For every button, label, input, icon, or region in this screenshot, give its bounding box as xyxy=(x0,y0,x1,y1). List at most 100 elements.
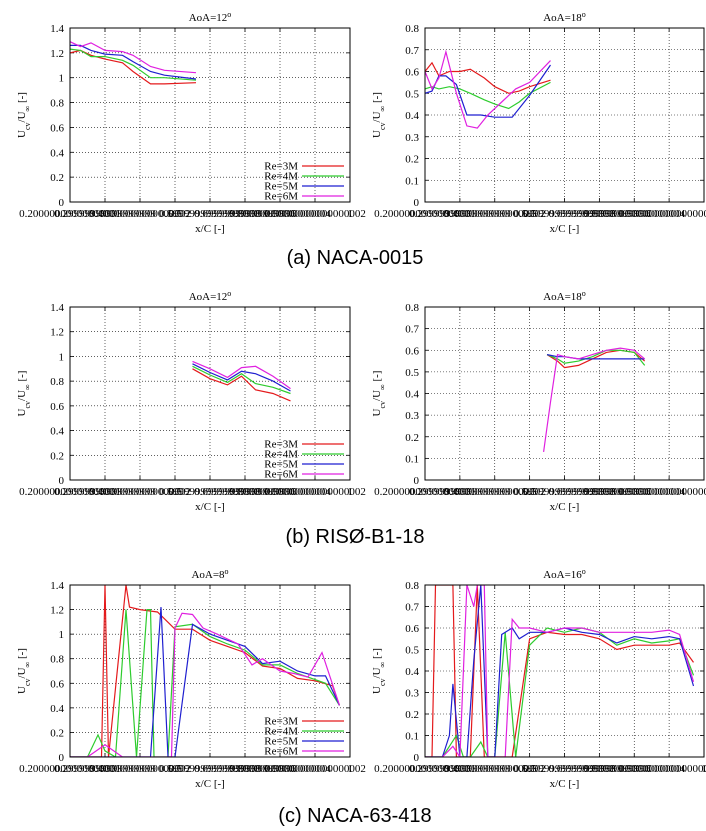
x-tick-label: 0.69999999999999996 xyxy=(194,763,296,775)
y-tick-label: 0.8 xyxy=(50,98,64,110)
series-line-re-3m xyxy=(425,585,694,757)
x-tick-label: 0.80000000000000004 xyxy=(583,486,685,498)
x-tick-label: 0.90000000000000002 xyxy=(264,208,366,220)
y-tick-label: 1.2 xyxy=(50,327,64,339)
y-tick-label: 0.6 xyxy=(405,67,419,79)
y-tick-label: 0.8 xyxy=(405,23,419,35)
y-tick-label: 1.4 xyxy=(50,302,64,314)
plot-frame xyxy=(69,584,351,758)
x-tick-label: 0.29999999999999999 xyxy=(409,486,511,498)
y-tick-label: 0 xyxy=(414,475,420,487)
x-tick-label: 0.5 xyxy=(168,486,182,498)
legend-label: Re=6M xyxy=(264,191,298,203)
y-tick-label: 1 xyxy=(59,73,65,85)
legend-label: Re=6M xyxy=(264,469,298,481)
y-tick-label: 0.1 xyxy=(405,731,419,743)
y-tick-label: 0.4 xyxy=(50,426,64,438)
y-tick-label: 1 xyxy=(59,351,65,363)
y-axis-label: Ucv/U∞ [-] xyxy=(371,371,387,417)
series-group xyxy=(425,585,695,757)
plot-frame xyxy=(424,306,705,481)
y-tick-label: 0.6 xyxy=(405,345,419,357)
y-tick-label: 0 xyxy=(59,475,65,487)
x-tick-label: 0.59999999999999998 xyxy=(159,208,261,220)
y-tick-label: 0.1 xyxy=(405,175,419,187)
x-tick-label: 0.80000000000000004 xyxy=(229,486,331,498)
y-tick-label: 0.5 xyxy=(405,645,419,657)
y-tick-label: 0.2 xyxy=(405,709,419,721)
x-axis-label: x/C [-] xyxy=(195,501,225,513)
x-tick-label: 0.90000000000000002 xyxy=(618,208,706,220)
x-tick-label: 0.20000000000000001 xyxy=(19,208,121,220)
series-line-re-6m xyxy=(425,585,695,757)
y-tick-label: 0.3 xyxy=(405,132,419,144)
series-line-re-4m xyxy=(70,48,197,81)
x-tick-label: 0.69999999999999996 xyxy=(549,208,651,220)
series-line-re-6m xyxy=(70,41,197,74)
y-tick-label: 0 xyxy=(414,197,420,209)
series-line-re-4m xyxy=(192,365,291,395)
series-group xyxy=(543,347,646,452)
series-line-re-6m xyxy=(543,347,646,452)
y-axis-label: Ucv/U∞ [-] xyxy=(371,92,387,138)
y-tick-label: 0.8 xyxy=(405,580,419,592)
y-tick-label: 0.3 xyxy=(405,688,419,700)
series-line-re-5m xyxy=(425,64,551,118)
legend-label: Re=3M xyxy=(264,439,298,451)
x-tick-label: 0.59999999999999998 xyxy=(514,208,616,220)
legend-label: Re=6M xyxy=(264,746,298,758)
legend-label: Re=4M xyxy=(264,171,298,183)
y-tick-label: 0.4 xyxy=(405,666,419,678)
y-tick-label: 0.5 xyxy=(405,367,419,379)
y-tick-label: 0 xyxy=(59,197,65,209)
y-tick-label: 0.4 xyxy=(405,389,419,401)
series-line-re-5m xyxy=(70,44,197,80)
chart-title: AoA=12o xyxy=(189,10,232,25)
series-line-re-3m xyxy=(192,368,291,402)
x-tick-label: 0.40000000000000002 xyxy=(89,486,191,498)
series-line-re-5m xyxy=(70,607,341,757)
y-axis-label: Ucv/U∞ [-] xyxy=(16,92,32,138)
y-axis-label: Ucv/U∞ [-] xyxy=(16,371,32,417)
chart-6: 0.200000000000000010.299999999999999990.… xyxy=(371,567,706,791)
chart-title: AoA=16o xyxy=(543,567,586,582)
x-tick-label: 0.40000000000000002 xyxy=(89,208,191,220)
chart-title: AoA=8o xyxy=(191,567,228,582)
y-tick-label: 0.2 xyxy=(50,727,64,739)
x-tick-label: 0.29999999999999999 xyxy=(54,486,156,498)
legend-label: Re=4M xyxy=(264,726,298,738)
x-tick-label: 0.69999999999999996 xyxy=(549,763,651,775)
chart-1: 0.200000000000000010.299999999999999990.… xyxy=(16,10,366,236)
y-tick-label: 0.2 xyxy=(405,154,419,166)
legend-label: Re=5M xyxy=(264,736,298,748)
x-tick-label: 0.29999999999999999 xyxy=(54,763,156,775)
plot-frame xyxy=(424,27,705,203)
y-tick-label: 0.2 xyxy=(50,172,64,184)
x-tick-label: 0.90000000000000002 xyxy=(618,763,706,775)
y-tick-label: 1.2 xyxy=(50,48,64,60)
x-axis-label: x/C [-] xyxy=(550,501,580,513)
x-tick-label: 0.20000000000000001 xyxy=(374,486,476,498)
legend-label: Re=3M xyxy=(264,716,298,728)
y-tick-label: 0.6 xyxy=(50,122,64,134)
plot-frame xyxy=(424,584,705,758)
x-axis-label: x/C [-] xyxy=(550,778,580,790)
x-tick-label: 0.40000000000000002 xyxy=(444,486,546,498)
x-tick-label: 0.59999999999999998 xyxy=(514,763,616,775)
y-tick-label: 0.4 xyxy=(405,110,419,122)
legend-label: Re=3M xyxy=(264,161,298,173)
x-tick-label: 0.20000000000000001 xyxy=(19,763,121,775)
series-line-re-3m xyxy=(70,585,341,757)
y-tick-label: 0.6 xyxy=(50,401,64,413)
x-tick-label: 0.80000000000000004 xyxy=(229,208,331,220)
x-axis-label: x/C [-] xyxy=(550,223,580,235)
x-tick-label: 0.5 xyxy=(168,763,182,775)
y-tick-label: 0 xyxy=(59,752,65,764)
y-tick-label: 0.8 xyxy=(405,302,419,314)
legend-label: Re=5M xyxy=(264,181,298,193)
series-group xyxy=(192,360,291,402)
x-tick-label: 1 xyxy=(347,763,353,775)
